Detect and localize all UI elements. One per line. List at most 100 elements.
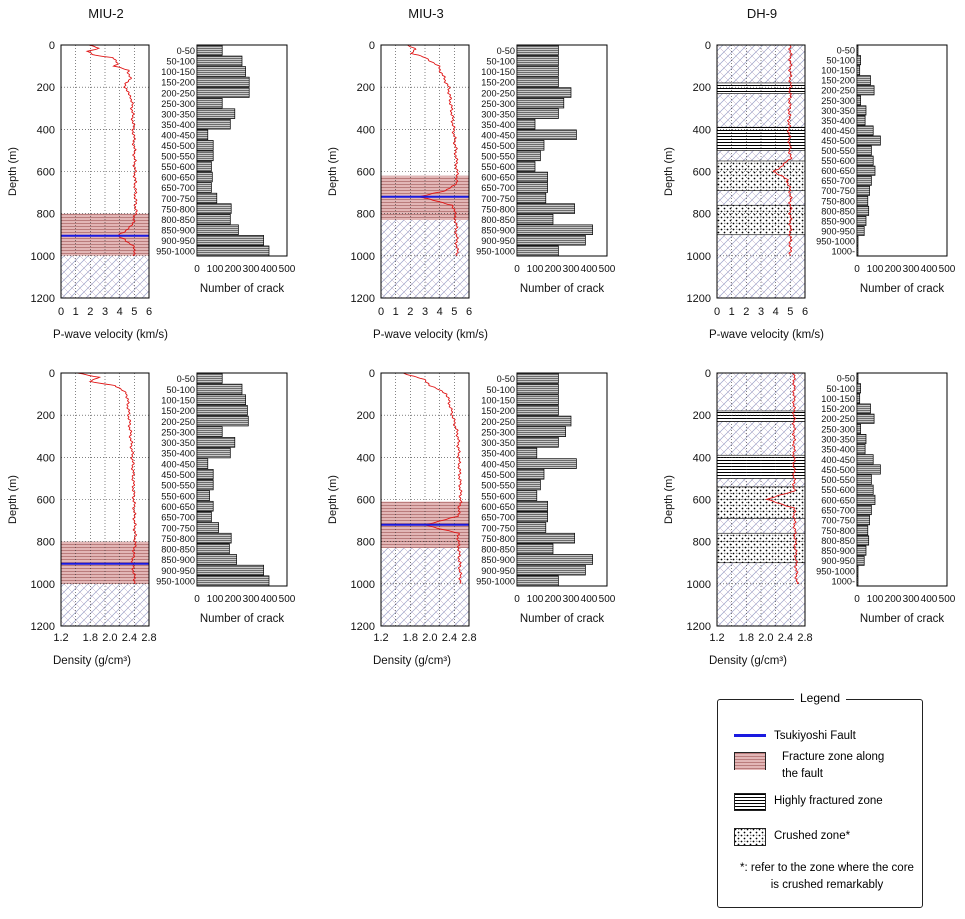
crack-depth-label: 600-650 xyxy=(161,502,195,512)
crack-x-axis-label: Number of crack xyxy=(520,283,605,295)
crack-bar xyxy=(196,479,214,491)
y-tick-label: 400 xyxy=(357,124,375,136)
crack-depth-label: 700-750 xyxy=(481,523,515,533)
crack-bar xyxy=(516,203,575,214)
crack-bar xyxy=(196,150,214,162)
crack-bar xyxy=(196,118,231,130)
crack-depth-label: 100-150 xyxy=(821,66,855,76)
crack-x-axis-label: Number of crack xyxy=(860,613,945,625)
crack-depth-label: 400-450 xyxy=(161,459,195,469)
x-tick-label: 2 xyxy=(407,306,413,318)
crack-bar xyxy=(196,161,212,172)
x-tick-label: 6 xyxy=(466,306,472,318)
crack-depth-label: 0-50 xyxy=(837,374,855,384)
crack-x-tick-label: 200 xyxy=(545,594,562,605)
x-tick-label: 1 xyxy=(393,306,399,318)
crack-depth-label: 250-300 xyxy=(481,99,515,109)
crack-bar xyxy=(856,494,876,505)
crack-bar xyxy=(516,447,538,459)
crack-bar xyxy=(196,522,219,533)
x-tick-label: 0 xyxy=(58,306,64,318)
crack-bar xyxy=(856,195,869,206)
y-tick-label: 0 xyxy=(49,40,55,52)
x-tick-label: 2.0 xyxy=(758,632,773,644)
crack-bar xyxy=(856,125,874,136)
crack-depth-label: 850-900 xyxy=(821,216,855,226)
crack-x-axis-label: Number of crack xyxy=(520,613,605,625)
legend-note: *: refer to the zone where the core is c… xyxy=(740,862,914,891)
x-tick-label: 5 xyxy=(131,306,137,318)
crack-bar xyxy=(516,426,566,437)
crack-bar xyxy=(516,150,541,162)
crack-depth-label: 950-1000 xyxy=(476,577,515,587)
crack-bar xyxy=(196,469,214,480)
crack-depth-label: 550-600 xyxy=(161,491,195,501)
y-axis-label: Depth (m) xyxy=(663,147,675,196)
x-tick-label: 2.8 xyxy=(141,632,156,644)
x-tick-label: 1.2 xyxy=(53,632,68,644)
crack-bar xyxy=(516,373,559,384)
crack-bar xyxy=(196,203,232,214)
crack-bar xyxy=(856,246,859,257)
crack-depth-label: 450-500 xyxy=(821,136,855,146)
crack-bar xyxy=(516,469,545,480)
crack-x-tick-label: 400 xyxy=(581,594,598,605)
x-tick-label: 1 xyxy=(73,306,79,318)
crack-x-tick-label: 0 xyxy=(514,594,520,605)
crack-bar xyxy=(516,129,577,140)
crack-depth-label: 350-400 xyxy=(161,120,195,130)
crack-bar xyxy=(856,165,876,176)
y-tick-label: 200 xyxy=(37,410,55,422)
crack-bar xyxy=(196,245,270,257)
y-tick-label: 0 xyxy=(705,40,711,52)
x-tick-label: 1.8 xyxy=(83,632,98,644)
crack-depth-label: 800-850 xyxy=(821,536,855,546)
crack-x-tick-label: 300 xyxy=(903,594,920,605)
crack-depth-label: 150-200 xyxy=(821,404,855,414)
crack-x-tick-label: 0 xyxy=(854,264,860,275)
crack-bar xyxy=(196,97,223,109)
crack-bar xyxy=(856,65,861,76)
crack-bar xyxy=(196,415,249,427)
crack-bar xyxy=(516,543,554,555)
y-tick-label: 400 xyxy=(357,452,375,464)
crack-bar xyxy=(196,500,214,512)
crack-bar xyxy=(516,405,559,416)
crack-bar xyxy=(196,394,246,405)
x-tick-label: 2 xyxy=(87,306,93,318)
crack-bar xyxy=(196,405,248,416)
crack-bar xyxy=(516,415,572,427)
crack-bar xyxy=(856,155,874,166)
y-tick-label: 200 xyxy=(693,410,711,422)
crack-bar xyxy=(516,182,548,193)
crack-depth-label: 900-950 xyxy=(161,566,195,576)
crack-depth-label: 50-100 xyxy=(166,57,195,67)
crack-bar xyxy=(196,490,210,501)
crack-bar xyxy=(516,97,565,109)
crack-depth-label: 850-900 xyxy=(821,546,855,556)
y-axis-label: Depth (m) xyxy=(7,147,19,196)
x-tick-label: 2.4 xyxy=(778,632,793,644)
x-tick-label: 6 xyxy=(802,306,808,318)
x-axis-label: Density (g/cm³) xyxy=(53,655,131,667)
y-tick-label: 400 xyxy=(693,452,711,464)
y-tick-label: 0 xyxy=(369,368,375,380)
crack-bar xyxy=(856,383,861,394)
crack-bar xyxy=(856,444,866,455)
y-tick-label: 1200 xyxy=(351,293,375,305)
crack-depth-label: 300-350 xyxy=(161,109,195,119)
log-frame xyxy=(60,372,150,627)
crack-depth-label: 450-500 xyxy=(161,470,195,480)
crack-bar xyxy=(856,403,871,414)
crack-depth-label: 1000- xyxy=(832,247,856,257)
y-tick-label: 1000 xyxy=(351,579,375,591)
x-axis-label: P-wave velocity (km/s) xyxy=(709,329,824,341)
crack-depth-label: 400-450 xyxy=(821,126,855,136)
crack-bar xyxy=(516,161,536,172)
crack-depth-label: 750-800 xyxy=(481,534,515,544)
crack-bar xyxy=(856,545,867,556)
crack-bar xyxy=(196,87,250,98)
x-tick-label: 3 xyxy=(422,306,428,318)
